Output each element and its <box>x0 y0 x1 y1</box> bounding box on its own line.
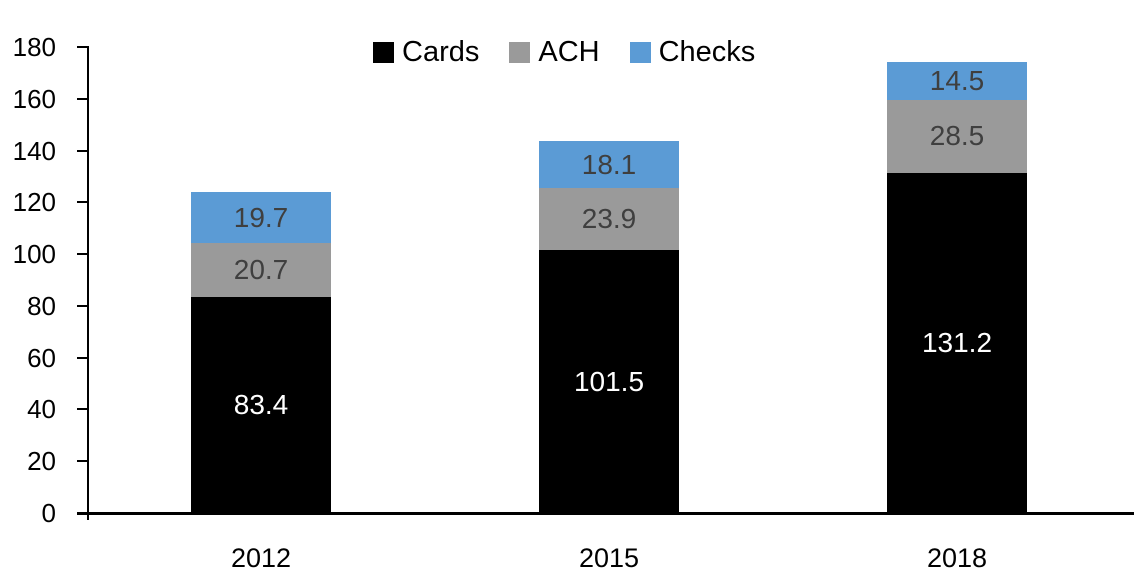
y-tick-label: 180 <box>12 32 56 62</box>
legend-label: Cards <box>402 36 480 68</box>
legend-swatch-icon <box>509 42 531 63</box>
y-tick-label: 140 <box>12 135 56 166</box>
bar-segment-cards: 131.2 <box>887 173 1027 513</box>
x-axis-label: 2012 <box>230 543 292 573</box>
bar-segment-cards: 101.5 <box>539 250 679 513</box>
x-axis-label: 2015 <box>578 543 640 573</box>
y-tick <box>77 356 87 359</box>
bar-value-label: 18.1 <box>581 148 637 180</box>
legend-swatch-icon <box>373 42 394 63</box>
y-tick <box>77 253 87 256</box>
legend-label: ACH <box>538 36 600 68</box>
y-tick <box>77 460 87 463</box>
bar-segment-ach: 23.9 <box>539 188 679 251</box>
bar-value-label: 28.5 <box>929 120 985 152</box>
legend-item-cards: Cards <box>373 38 479 67</box>
y-tick <box>77 512 87 514</box>
bar-segment-checks: 18.1 <box>539 141 679 189</box>
x-axis-label: 2018 <box>926 543 988 573</box>
legend-item-checks: Checks <box>629 36 756 68</box>
bar-value-label: 20.7 <box>233 254 289 286</box>
bar-segment-checks: 14.5 <box>887 62 1027 100</box>
bar-value-label: 101.5 <box>573 365 645 397</box>
bar-segment-ach: 20.7 <box>191 243 331 298</box>
bar-value-label: 14.5 <box>929 64 985 96</box>
bar-value-label: 83.4 <box>233 389 289 421</box>
y-tick-label: 60 <box>27 342 56 373</box>
y-tick-label: 120 <box>12 187 56 218</box>
y-tick-label: 160 <box>12 83 56 114</box>
legend-swatch-icon <box>629 42 651 63</box>
y-tick <box>77 149 87 152</box>
bar-segment-cards: 83.4 <box>191 297 331 513</box>
y-tick <box>77 304 87 307</box>
y-axis-line <box>87 46 89 520</box>
legend-label: Checks <box>658 36 756 68</box>
y-tick-label: 40 <box>27 394 56 425</box>
bar-value-label: 131.2 <box>921 327 993 359</box>
y-tick <box>77 408 87 411</box>
y-tick <box>77 201 87 204</box>
bar-segment-ach: 28.5 <box>887 99 1027 174</box>
bar-value-label: 19.7 <box>233 201 289 233</box>
y-tick-label: 100 <box>12 239 56 270</box>
y-tick-label: 20 <box>27 446 56 477</box>
bar-segment-checks: 19.7 <box>191 192 331 244</box>
x-axis-line <box>77 512 1134 515</box>
bar-value-label: 23.9 <box>581 203 637 235</box>
y-tick-label: 80 <box>27 290 56 321</box>
legend-item-ach: ACH <box>509 36 600 68</box>
y-tick <box>77 97 87 100</box>
y-tick <box>77 46 87 48</box>
y-tick-label: 0 <box>41 498 56 528</box>
chart-legend: Cards ACH Checks <box>373 38 755 67</box>
